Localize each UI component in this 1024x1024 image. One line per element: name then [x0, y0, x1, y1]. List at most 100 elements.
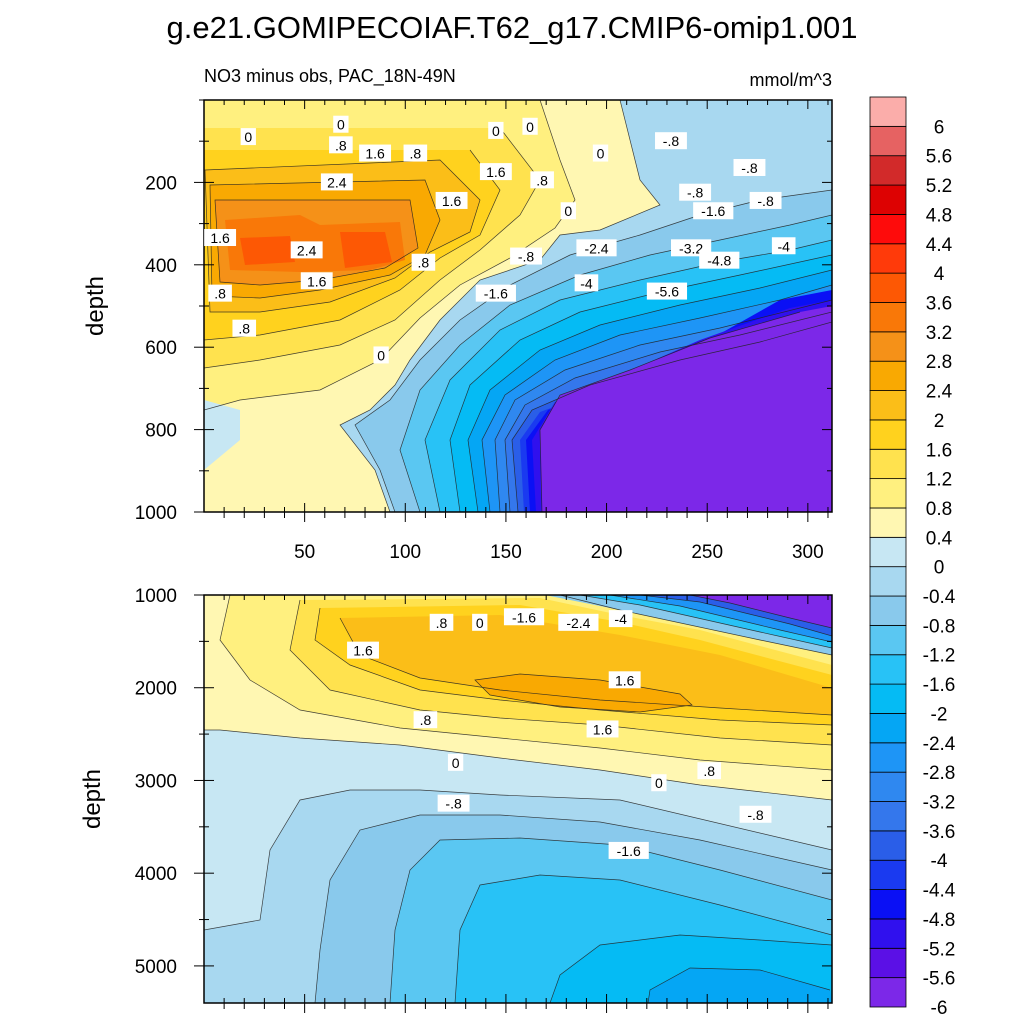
contour-label-box [574, 274, 599, 292]
contour-label-8: -.8 [655, 132, 687, 150]
contour-label-text: 0 [244, 129, 252, 145]
contour-label-box [373, 346, 389, 364]
contour-label-text: .8 [420, 712, 432, 728]
colorbar-label: 0 [934, 558, 945, 579]
contour-label-box [435, 191, 468, 209]
contour-label-4: -4 [608, 610, 633, 628]
colorbar-swatch [869, 801, 907, 832]
contour-label-text: .8 [703, 763, 715, 779]
contour-label-text: 0 [337, 117, 345, 133]
colorbar-swatch [869, 918, 907, 949]
colorbar-swatch [869, 742, 907, 773]
contour-label-text: 1.6 [210, 230, 230, 246]
fill-3.2-3.6 [340, 232, 392, 268]
contour-label-8: .8 [329, 136, 353, 154]
colorbar-label: -4.4 [923, 881, 956, 902]
contour-label-1p6: -1.6 [608, 841, 649, 859]
contour-label-box [503, 608, 545, 626]
contour-label-text: -1.6 [484, 286, 508, 302]
contour-label-text: -.8 [687, 185, 704, 201]
contour-label-text: 0 [492, 123, 500, 139]
contour-label-box [646, 282, 688, 300]
contour-label-text: 0 [564, 203, 572, 219]
contour-label-box [655, 132, 687, 150]
lower-contour-labels: .8 0 -1.6 -2.4 -4 1.6 1.6 .8 1.6 0 .8 0 -.8 -.8 -1.6 [347, 608, 772, 859]
colorbar-label: 3.6 [926, 293, 952, 314]
contour-label-box [333, 115, 349, 133]
contour-label-box [204, 229, 237, 247]
contour-label-8: .8 [403, 144, 428, 162]
contour-label-8: -.8 [749, 191, 782, 209]
contour-label-box [413, 711, 438, 729]
colorbar-swatch [869, 683, 907, 714]
colorbar-label: -4.8 [923, 910, 956, 931]
contour-label-box [290, 241, 323, 259]
contour-label-box [300, 272, 333, 290]
colorbar-swatch [869, 654, 907, 685]
contour-label-1p6: 1.6 [300, 272, 333, 290]
contour-label-box [749, 191, 782, 209]
colorbar-label: 2.8 [926, 352, 952, 373]
contour-label-box [447, 753, 464, 771]
fill-3.2-3.6b [240, 236, 295, 265]
fill-lower-neg-6 [690, 595, 832, 628]
colorbar-label: 1.6 [926, 440, 952, 461]
contour-label-8: .8 [697, 762, 722, 780]
contour-label-1p6: 1.6 [479, 163, 512, 181]
contour-label-8: .8 [232, 319, 257, 337]
contour-label-0: 0 [472, 613, 488, 631]
colorbar-label: -3.6 [923, 822, 956, 843]
colorbar-swatch [869, 448, 907, 480]
colorbar-label: 4 [934, 264, 945, 285]
contour-label-box [693, 202, 734, 220]
contour-label-box [232, 319, 257, 337]
x-tick-label: 300 [792, 542, 824, 563]
upper-y-axis-label: depth [82, 276, 109, 336]
contour-label-0: 0 [560, 202, 576, 220]
contour-label-text: -.8 [757, 193, 774, 209]
contour-label-1p6: 1.6 [586, 720, 619, 738]
contour-label-text: .8 [214, 286, 226, 302]
contour-label-box [488, 121, 504, 139]
contour-label-text: .8 [536, 172, 548, 188]
contour-label-box [560, 202, 576, 220]
colorbar-swatch [869, 771, 907, 802]
colorbar-swatch [869, 302, 907, 333]
colorbar-label: -5.6 [923, 969, 956, 990]
colorbar-label: -0.8 [923, 616, 956, 637]
contour-label-text: 0 [597, 146, 605, 162]
contour-label-box [208, 284, 232, 302]
contour-label-4p8: -4.8 [699, 251, 740, 269]
colorbar-label: -2 [931, 704, 948, 725]
contour-label-text: 0 [655, 775, 663, 791]
contour-label-box [347, 641, 379, 659]
y-tick-label: 200 [145, 173, 177, 194]
colorbar-swatch [869, 889, 907, 920]
contour-label-0: 0 [651, 774, 667, 792]
contour-label-box [697, 762, 722, 780]
colorbar-swatch [869, 536, 907, 568]
contour-label-0: 0 [240, 128, 256, 146]
contour-label-text: -.8 [445, 796, 462, 812]
y-tick-label: 4000 [135, 864, 177, 885]
contour-label-8: .8 [411, 253, 436, 271]
contour-label-text: -.8 [518, 249, 535, 265]
contour-label-0: 0 [522, 117, 538, 135]
contour-label-8: .8 [208, 284, 232, 302]
contour-label-text: -.8 [747, 807, 764, 823]
colorbar-swatch [869, 859, 907, 890]
lower-y-axis-label: depth [79, 769, 106, 829]
contour-label-0: 0 [488, 121, 504, 139]
contour-label-text: 1.6 [353, 643, 373, 659]
contour-label-box [608, 841, 649, 859]
contour-label-text: -.8 [663, 133, 680, 149]
contour-label-box [240, 128, 256, 146]
contour-label-text: .8 [238, 321, 250, 337]
contour-label-text: -2.4 [566, 615, 590, 631]
y-tick-label: 5000 [135, 957, 177, 978]
colorbar-label: 2 [934, 411, 945, 432]
colorbar-swatch [869, 830, 907, 861]
contour-label-box [320, 173, 353, 191]
contour-label-text: -4 [614, 611, 627, 627]
contour-label-text: 2.4 [327, 174, 347, 190]
